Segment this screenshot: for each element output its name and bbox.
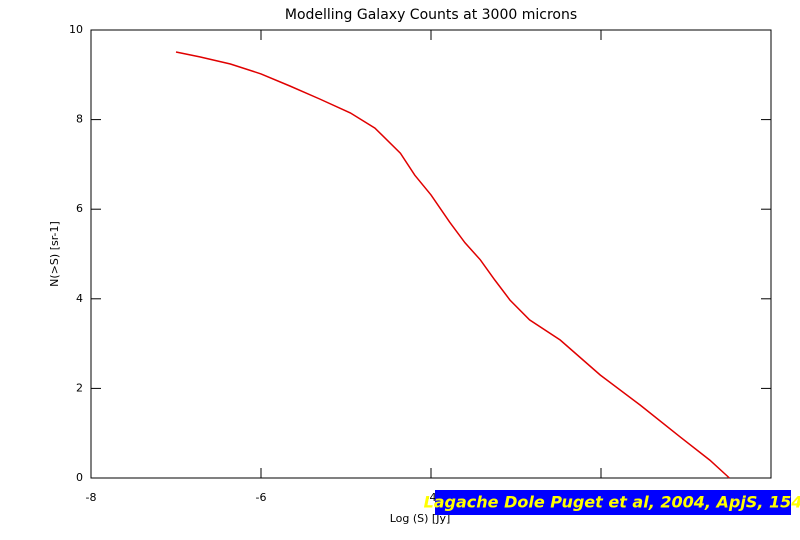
- y-tick-label: 0: [76, 471, 83, 484]
- chart-title: Modelling Galaxy Counts at 3000 microns: [285, 7, 577, 23]
- y-tick-label: 8: [76, 113, 83, 126]
- annotation: Lagache Dole Puget et al, 2004, ApjS, 15…: [424, 493, 800, 512]
- annotation-box: [435, 490, 791, 515]
- y-tick-label: 10: [69, 23, 83, 36]
- x-tick-label: -6: [256, 491, 267, 504]
- x-axis-label: Log (S) [Jy]: [390, 512, 451, 525]
- x-tick-label: -4: [426, 491, 437, 504]
- x-tick-label: -8: [86, 491, 97, 504]
- y-tick-label: 2: [76, 381, 83, 394]
- y-tick-label: 6: [76, 202, 83, 215]
- y-axis-label: N(>S) [sr-1]: [48, 221, 61, 287]
- plot-frame: [90, 29, 772, 479]
- y-tick-label: 4: [76, 292, 83, 305]
- data-line: [175, 51, 730, 479]
